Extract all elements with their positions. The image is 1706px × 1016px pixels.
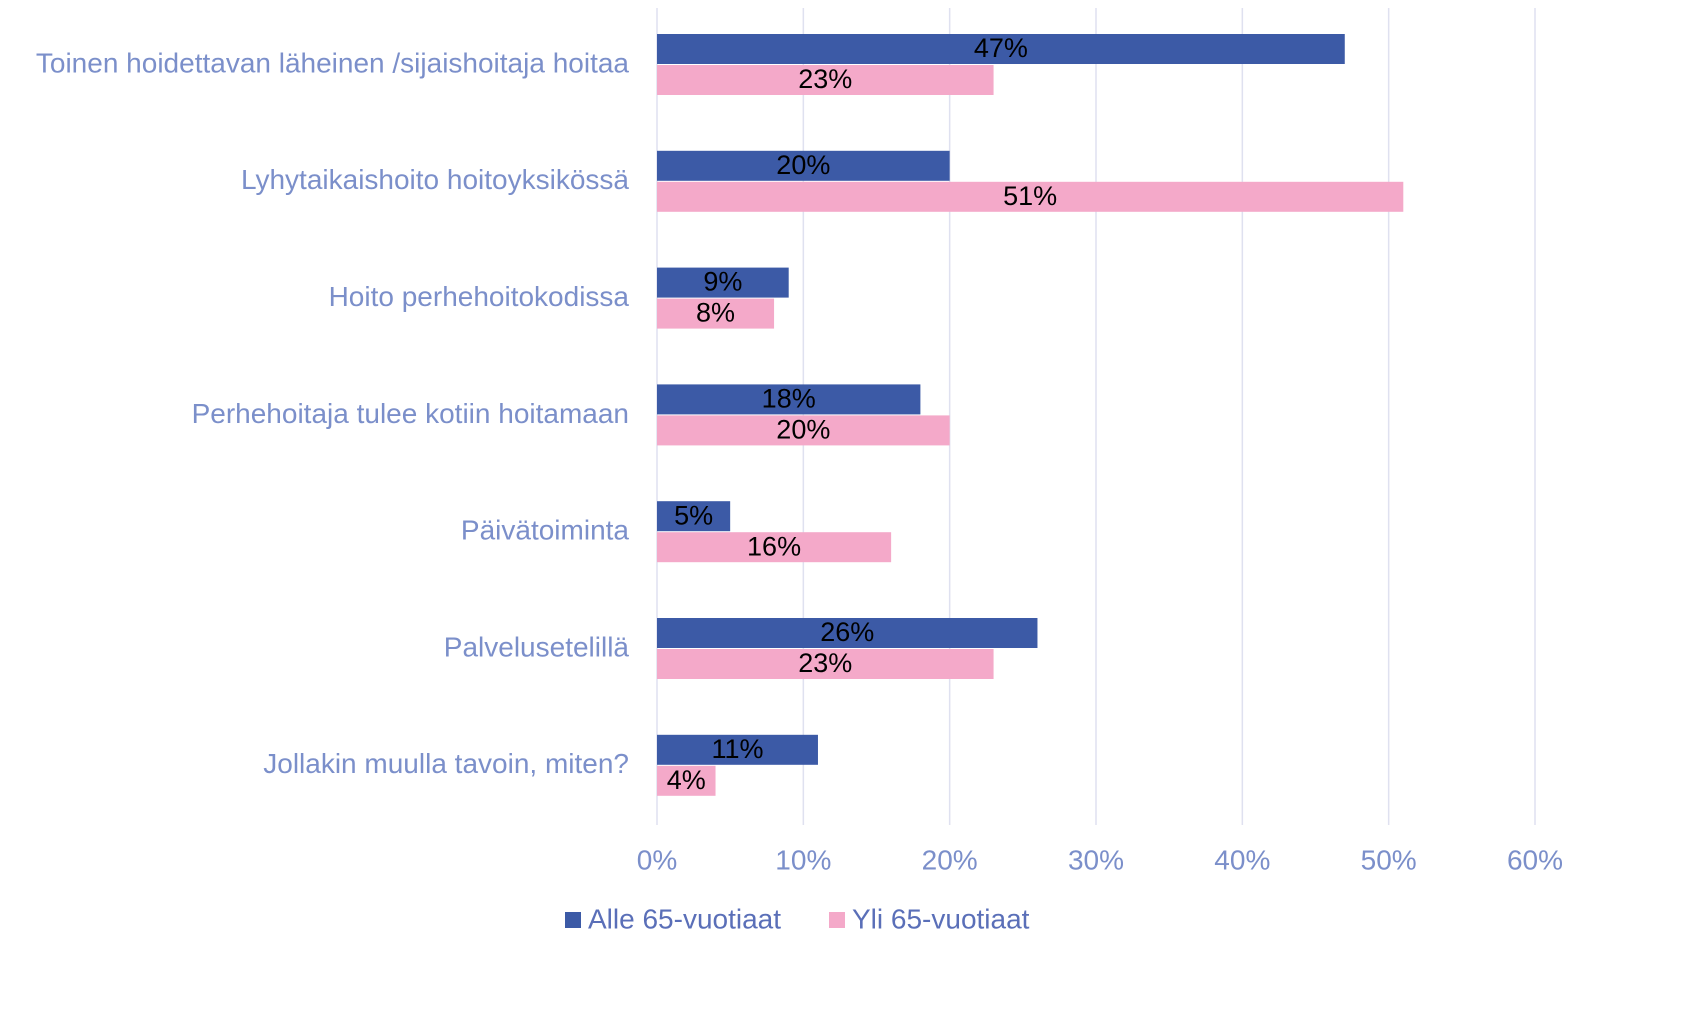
x-tick-label: 60% [1507,844,1563,875]
value-label: 23% [798,64,852,94]
legend-swatch [829,912,845,928]
x-tick-label: 50% [1361,844,1417,875]
legend-label: Alle 65-vuotiaat [588,903,781,934]
bar [657,618,1038,648]
value-label: 4% [667,765,706,795]
category-label: Palvelusetelillä [444,631,630,662]
value-label: 47% [974,33,1028,63]
value-label: 20% [776,415,830,445]
bar [657,501,731,532]
bar [657,298,775,329]
bar [657,415,950,446]
legend-label: Yli 65-vuotiaat [852,903,1030,934]
bar [657,65,994,95]
x-tick-label: 30% [1068,844,1124,875]
value-label: 23% [798,648,852,678]
value-label: 18% [762,384,816,414]
category-label: Päivätoiminta [461,515,630,546]
category-label: Hoito perhehoitokodissa [329,281,630,312]
bar [657,150,950,181]
value-label: 51% [1003,181,1057,211]
legend-swatch [565,912,581,928]
bar [657,765,716,796]
x-tick-label: 40% [1214,844,1270,875]
value-label: 20% [776,150,830,180]
bar [657,384,921,415]
category-label: Jollakin muulla tavoin, miten? [263,748,629,779]
category-label: Perhehoitaja tulee kotiin hoitamaan [192,398,629,429]
bar [657,34,1345,64]
bar [657,267,789,298]
x-tick-label: 20% [922,844,978,875]
value-label: 9% [703,267,742,297]
value-label: 11% [711,734,763,764]
bar [657,649,994,679]
value-label: 5% [674,500,713,530]
bar [657,532,892,563]
value-label: 26% [820,617,874,647]
value-label: 8% [696,298,735,328]
value-label: 16% [747,531,801,561]
x-tick-label: 0% [637,844,677,875]
bar [657,181,1404,212]
category-label: Toinen hoidettavan läheinen /sijaishoita… [36,47,630,78]
bar [657,734,818,765]
x-tick-label: 10% [775,844,831,875]
category-label: Lyhytaikaishoito hoitoyksikössä [241,164,629,195]
